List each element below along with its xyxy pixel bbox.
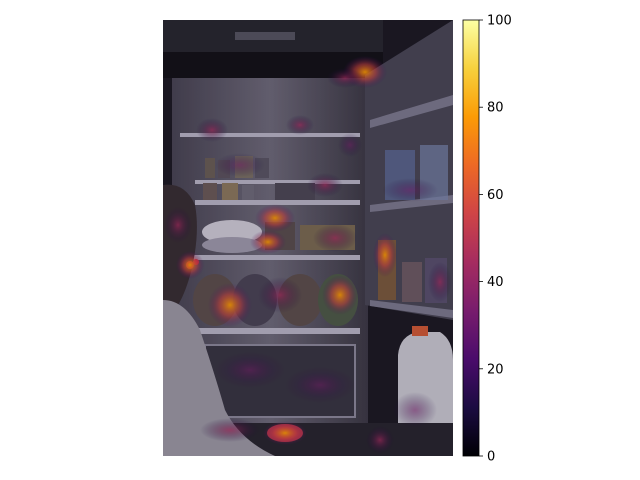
colorbar-tick-label: 0 xyxy=(487,450,495,465)
colorbar-tick-label: 20 xyxy=(487,362,504,377)
colorbar-tick-label: 100 xyxy=(487,14,512,29)
colorbar-tick-label: 80 xyxy=(487,101,504,116)
fridge-shelves xyxy=(180,133,360,334)
photo-with-heatmap xyxy=(163,20,453,456)
colorbar-tick-label: 40 xyxy=(487,275,504,290)
colorbar-tick-label: 60 xyxy=(487,188,504,203)
colorbar-ticks: 0 20 40 60 80 100 xyxy=(479,14,512,465)
colorbar-gradient xyxy=(462,19,480,457)
saliency-overlay xyxy=(164,56,452,454)
colorbar: 0 20 40 60 80 100 xyxy=(462,14,512,465)
